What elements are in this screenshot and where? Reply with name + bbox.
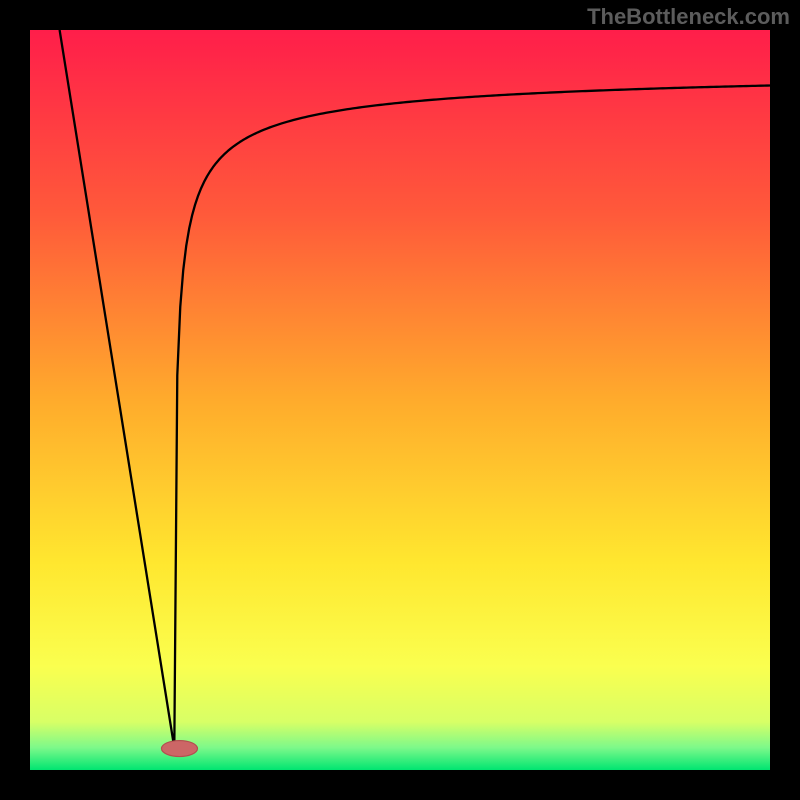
bottleneck-marker <box>161 741 197 757</box>
bottleneck-chart <box>0 0 800 800</box>
chart-background <box>30 30 770 770</box>
watermark-text: TheBottleneck.com <box>587 4 790 30</box>
